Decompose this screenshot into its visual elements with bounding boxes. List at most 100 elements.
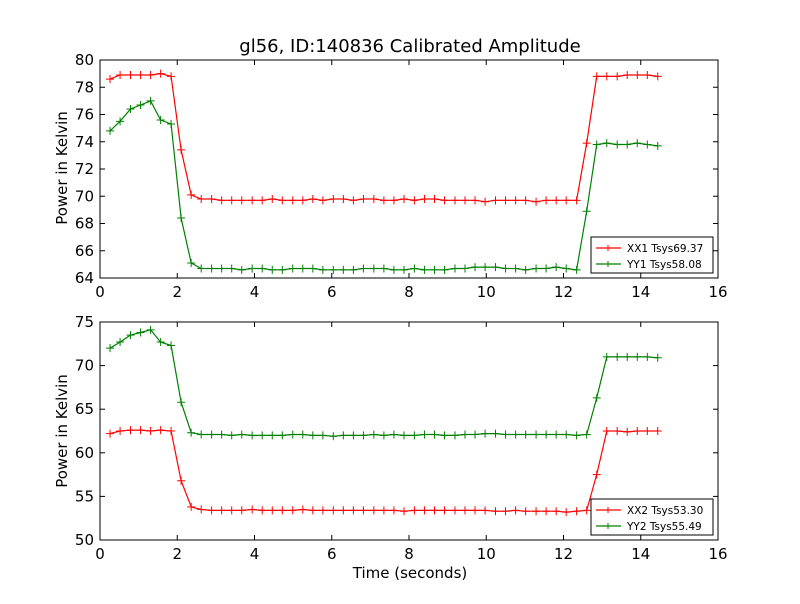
data-point	[258, 431, 267, 440]
data-point	[430, 430, 439, 439]
data-point	[369, 264, 378, 273]
data-point	[461, 196, 470, 205]
data-point	[329, 194, 338, 203]
data-point	[643, 352, 652, 361]
data-point	[278, 506, 287, 515]
data-point	[136, 328, 145, 337]
data-point	[653, 141, 662, 150]
series-line-1	[109, 429, 658, 513]
data-point	[349, 431, 358, 440]
data-point	[197, 505, 206, 514]
data-point	[450, 431, 459, 440]
data-point	[562, 430, 571, 439]
data-point	[308, 264, 317, 273]
data-point	[623, 70, 632, 79]
data-point	[318, 431, 327, 440]
data-point	[318, 506, 327, 515]
data-point	[410, 431, 419, 440]
data-point	[491, 196, 500, 205]
data-point	[359, 431, 368, 440]
data-point	[217, 196, 226, 205]
data-point	[643, 70, 652, 79]
data-point	[420, 506, 429, 515]
x-tick-label: 6	[327, 283, 337, 301]
data-point	[237, 265, 246, 274]
data-point	[501, 196, 510, 205]
series-line-2	[109, 329, 658, 437]
data-point	[542, 430, 551, 439]
data-point	[623, 427, 632, 436]
data-point	[288, 264, 297, 273]
data-point	[116, 70, 125, 79]
chart-title: gl56, ID:140836 Calibrated Amplitude	[239, 36, 580, 57]
data-point	[532, 197, 541, 206]
y-tick-label: 80	[75, 51, 94, 69]
data-point	[318, 265, 327, 274]
data-point	[146, 427, 155, 435]
data-point	[329, 265, 338, 274]
bottom-y-axis-label: Power in Kelvin	[53, 374, 71, 488]
data-point	[399, 431, 408, 440]
data-point	[197, 430, 206, 439]
data-point	[471, 196, 480, 205]
data-point	[582, 207, 591, 216]
data-point	[369, 506, 378, 515]
data-point	[521, 265, 530, 274]
data-point	[592, 393, 601, 402]
data-point	[481, 506, 490, 515]
data-point	[379, 506, 388, 515]
data-point	[461, 430, 470, 439]
data-point	[136, 426, 145, 435]
data-point	[248, 196, 257, 205]
data-point	[167, 72, 176, 81]
data-point	[420, 265, 429, 274]
data-point	[572, 196, 581, 205]
data-point	[268, 431, 277, 440]
data-point	[298, 505, 307, 514]
data-point	[521, 430, 530, 439]
x-tick-label: 0	[95, 545, 105, 563]
data-point	[420, 430, 429, 439]
legend-entry: XX2 Tsys53.30	[627, 505, 703, 517]
data-point	[602, 139, 611, 148]
data-point	[339, 194, 348, 203]
data-point	[430, 506, 439, 515]
data-point	[582, 506, 591, 515]
data-point	[248, 431, 257, 440]
data-point	[389, 430, 398, 439]
data-point	[613, 72, 622, 81]
data-point	[379, 196, 388, 205]
data-point	[126, 426, 135, 435]
data-point	[450, 264, 459, 273]
data-point	[643, 140, 652, 149]
data-point	[318, 196, 327, 205]
data-point	[420, 194, 429, 203]
data-point	[146, 96, 155, 105]
data-point	[339, 431, 348, 440]
data-point	[116, 117, 125, 126]
data-point	[389, 196, 398, 205]
data-point	[136, 70, 145, 79]
x-tick-label: 2	[172, 283, 182, 301]
data-point	[177, 145, 186, 154]
data-point	[582, 139, 591, 148]
y-tick-label: 68	[75, 215, 94, 233]
data-point	[187, 190, 196, 199]
x-tick-label: 2	[172, 545, 182, 563]
data-point	[278, 265, 287, 274]
legend-entry: YY2 Tsys55.49	[626, 521, 702, 533]
y-tick-label: 70	[75, 187, 94, 205]
data-point	[329, 506, 338, 515]
data-point	[572, 507, 581, 516]
data-point	[329, 432, 338, 441]
data-point	[410, 264, 419, 273]
data-point	[106, 126, 115, 135]
data-point	[207, 506, 216, 515]
data-point	[156, 115, 165, 124]
y-tick-label: 65	[75, 400, 94, 418]
data-point	[167, 427, 176, 435]
data-point	[197, 194, 206, 203]
data-point	[207, 264, 216, 273]
data-point	[359, 194, 368, 203]
y-tick-label: 64	[75, 269, 94, 287]
